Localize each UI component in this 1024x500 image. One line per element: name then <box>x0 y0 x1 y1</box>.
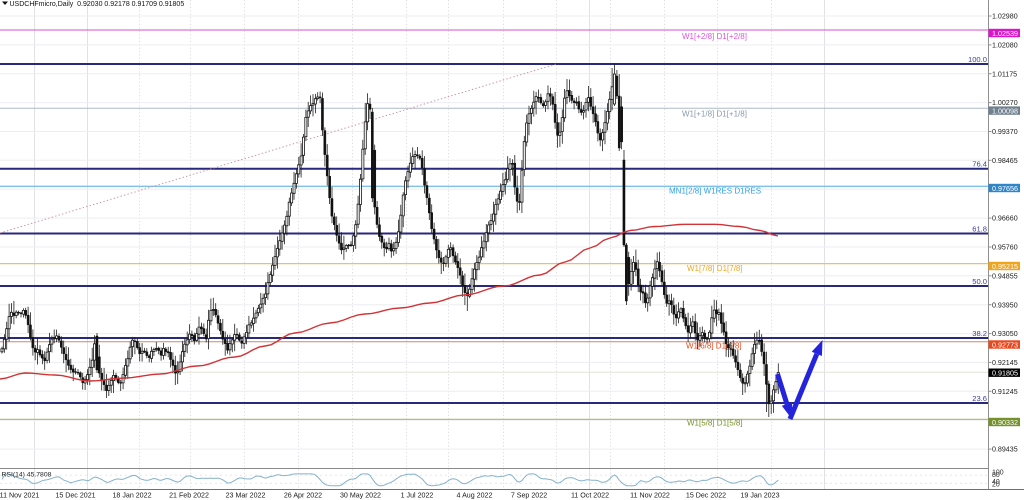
svg-text:0.99370: 0.99370 <box>992 128 1018 136</box>
svg-text:0.94855: 0.94855 <box>992 272 1018 280</box>
svg-text:1.02539: 1.02539 <box>992 29 1018 38</box>
svg-text:30 May 2022: 30 May 2022 <box>340 492 381 500</box>
svg-text:38.2: 38.2 <box>972 329 987 338</box>
svg-text:61.8: 61.8 <box>972 224 987 233</box>
svg-text:MN1[2/8] W1RES D1RES: MN1[2/8] W1RES D1RES <box>669 187 761 196</box>
svg-text:0.91245: 0.91245 <box>992 388 1018 396</box>
svg-text:0.95760: 0.95760 <box>992 244 1018 252</box>
svg-text:19 Jan 2023: 19 Jan 2023 <box>740 492 779 500</box>
svg-text:0.98465: 0.98465 <box>992 157 1018 165</box>
svg-text:7 Sep 2022: 7 Sep 2022 <box>511 492 547 500</box>
svg-text:40: 40 <box>992 479 1000 486</box>
svg-text:0.95215: 0.95215 <box>992 262 1018 271</box>
svg-text:100.0: 100.0 <box>968 55 987 64</box>
svg-text:0.97656: 0.97656 <box>992 184 1018 193</box>
svg-text:0.96660: 0.96660 <box>992 215 1018 223</box>
svg-text:0.91805: 0.91805 <box>992 369 1018 378</box>
svg-text:21 Feb 2022: 21 Feb 2022 <box>169 492 209 500</box>
svg-text:W1[5/8] D1[5/8]: W1[5/8] D1[5/8] <box>687 419 743 428</box>
svg-text:W1[+2/8] D1[+2/8]: W1[+2/8] D1[+2/8] <box>682 32 747 41</box>
svg-text:1.00270: 1.00270 <box>992 99 1018 107</box>
svg-text:15 Dec 2021: 15 Dec 2021 <box>55 492 95 500</box>
svg-text:4 Aug 2022: 4 Aug 2022 <box>457 492 493 500</box>
svg-text:80: 80 <box>992 472 1000 479</box>
svg-text:0.93050: 0.93050 <box>992 330 1018 338</box>
svg-text:W1[7/8] D1[7/8]: W1[7/8] D1[7/8] <box>687 264 743 273</box>
svg-text:18 Jan 2022: 18 Jan 2022 <box>112 492 151 500</box>
svg-text:11 Oct 2022: 11 Oct 2022 <box>571 492 609 500</box>
svg-text:23.6: 23.6 <box>972 394 987 403</box>
svg-text:11 Nov 2022: 11 Nov 2022 <box>630 492 670 500</box>
svg-text:76.4: 76.4 <box>972 160 987 169</box>
svg-text:0.89435: 0.89435 <box>992 446 1018 454</box>
svg-text:26 Apr 2022: 26 Apr 2022 <box>284 492 322 500</box>
svg-text:20: 20 <box>992 482 1000 489</box>
svg-text:1.01175: 1.01175 <box>992 70 1017 78</box>
svg-text:W1[+1/8] D1[+1/8]: W1[+1/8] D1[+1/8] <box>682 110 747 119</box>
svg-text:23 Mar 2022: 23 Mar 2022 <box>226 492 266 500</box>
svg-text:RSI(14) 45.7808: RSI(14) 45.7808 <box>2 472 52 479</box>
svg-text:0.92773: 0.92773 <box>992 340 1018 349</box>
svg-text:W1[6/8] D1[6/8]: W1[6/8] D1[6/8] <box>686 342 742 351</box>
svg-text:1.02980: 1.02980 <box>992 13 1018 21</box>
svg-text:11 Nov 2021: 11 Nov 2021 <box>0 492 39 500</box>
svg-text:50.0: 50.0 <box>972 277 987 286</box>
svg-text:1.02080: 1.02080 <box>992 42 1018 50</box>
svg-text:0.90332: 0.90332 <box>992 418 1018 427</box>
svg-text:0.93950: 0.93950 <box>992 301 1018 309</box>
svg-text:1 Jul 2022: 1 Jul 2022 <box>401 492 434 500</box>
svg-text:1.00098: 1.00098 <box>992 106 1018 115</box>
svg-text:USDCHFmicro,Daily 0.92030 0.9: USDCHFmicro,Daily 0.92030 0.92178 0.9170… <box>10 1 185 8</box>
svg-text:15 Dec 2022: 15 Dec 2022 <box>686 492 726 500</box>
svg-text:0.92145: 0.92145 <box>992 359 1018 367</box>
svg-text:100: 100 <box>992 470 1004 477</box>
